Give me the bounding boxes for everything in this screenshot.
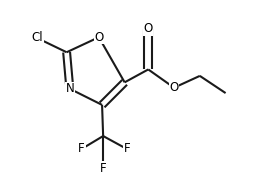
Text: N: N xyxy=(66,82,74,95)
Text: O: O xyxy=(94,31,103,44)
Text: O: O xyxy=(170,81,179,94)
Text: O: O xyxy=(144,22,153,35)
Text: F: F xyxy=(100,162,106,175)
Text: Cl: Cl xyxy=(32,31,43,44)
Text: F: F xyxy=(78,142,85,155)
Text: F: F xyxy=(124,142,130,155)
